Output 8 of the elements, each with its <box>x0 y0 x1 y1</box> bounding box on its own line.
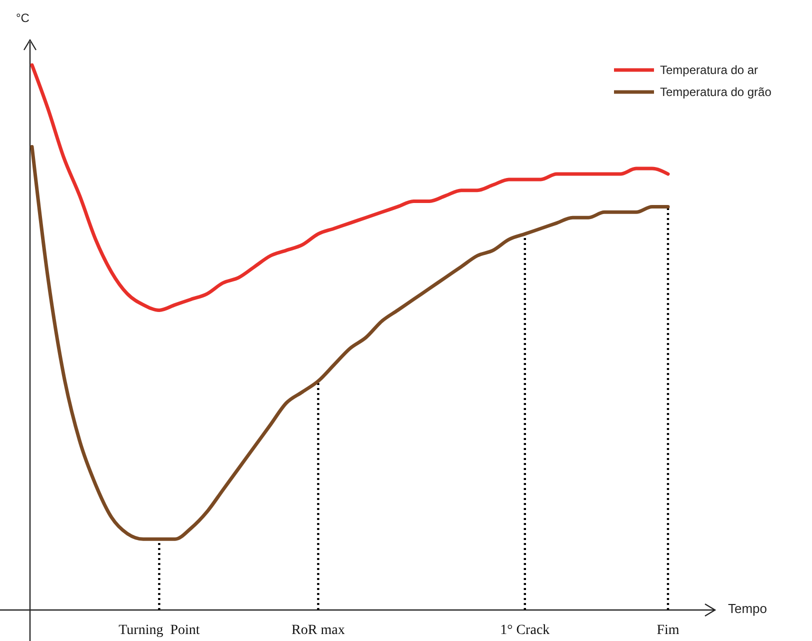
x-axis-title: Tempo <box>728 601 768 616</box>
y-axis-title: °C <box>16 11 30 25</box>
x-tick-label: Turning Point <box>118 623 200 638</box>
x-tick-label: 1° Crack <box>500 623 550 638</box>
x-tick-label: RoR max <box>292 623 345 638</box>
legend-label: Temperatura do grão <box>660 85 772 99</box>
legend-label: Temperatura do ar <box>660 63 758 77</box>
x-tick-label: Fim <box>656 623 680 638</box>
